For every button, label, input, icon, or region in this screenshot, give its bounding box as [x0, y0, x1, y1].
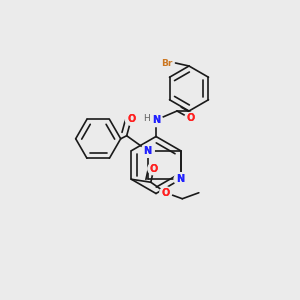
Text: O: O — [162, 188, 170, 198]
Circle shape — [125, 113, 137, 125]
Text: O: O — [127, 114, 135, 124]
Text: N: N — [177, 174, 185, 184]
Circle shape — [149, 113, 163, 127]
Text: O: O — [186, 113, 195, 124]
Circle shape — [184, 112, 196, 124]
Text: Br: Br — [161, 58, 172, 68]
Circle shape — [160, 187, 172, 199]
Text: N: N — [144, 146, 152, 156]
Circle shape — [174, 173, 187, 186]
Text: N: N — [144, 146, 152, 156]
Text: O: O — [162, 188, 170, 198]
Text: H: H — [144, 114, 150, 123]
Text: N: N — [152, 115, 160, 125]
Circle shape — [148, 163, 160, 175]
Text: O: O — [186, 113, 195, 124]
Text: N: N — [152, 115, 160, 125]
Circle shape — [141, 144, 154, 157]
Text: N: N — [177, 174, 185, 184]
Text: O: O — [150, 164, 158, 174]
Text: O: O — [127, 114, 135, 124]
Text: O: O — [150, 164, 158, 174]
